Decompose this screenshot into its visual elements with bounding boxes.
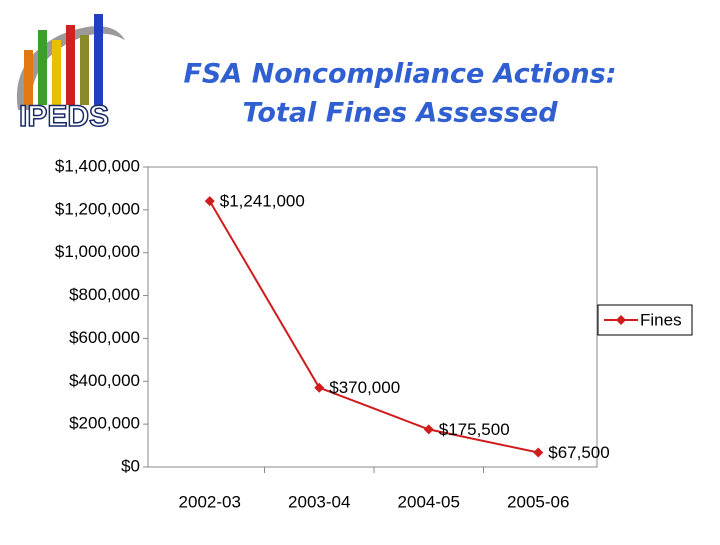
legend-marker xyxy=(616,315,626,325)
marker xyxy=(314,382,325,393)
y-tick-label: $400,000 xyxy=(69,371,140,390)
data-label: $370,000 xyxy=(329,378,400,397)
x-tick-label: 2005-06 xyxy=(507,492,569,511)
marker xyxy=(204,196,215,207)
logo-bar xyxy=(66,25,75,105)
y-tick-label: $600,000 xyxy=(69,328,140,347)
x-tick-label: 2002-03 xyxy=(179,492,241,511)
x-tick-label: 2003-04 xyxy=(288,492,350,511)
y-tick-label: $1,200,000 xyxy=(55,199,140,218)
data-label: $67,500 xyxy=(548,443,609,462)
y-tick-label: $1,400,000 xyxy=(55,156,140,175)
plot-frame xyxy=(147,166,598,468)
marker xyxy=(423,424,434,435)
x-tick-label: 2004-05 xyxy=(398,492,460,511)
data-label: $175,500 xyxy=(439,420,510,439)
marker xyxy=(533,447,544,458)
data-label: $1,241,000 xyxy=(220,192,305,211)
logo-bar xyxy=(24,50,33,105)
y-tick-label: $1,000,000 xyxy=(55,242,140,261)
logo-text: IPEDS xyxy=(19,100,109,133)
line xyxy=(208,200,539,454)
logo-bar xyxy=(38,30,47,105)
logo-bar xyxy=(80,35,89,105)
chart-title: FSA Noncompliance Actions: xyxy=(183,59,616,90)
y-tick-label: $200,000 xyxy=(69,414,140,433)
legend: Fines xyxy=(597,304,693,336)
legend-label: Fines xyxy=(640,310,682,329)
y-tick-label: $800,000 xyxy=(69,285,140,304)
chart-title: Total Fines Assessed xyxy=(242,98,558,129)
y-tick-label: $0 xyxy=(121,456,140,475)
logo-bar xyxy=(94,14,103,105)
logo-bar xyxy=(52,40,61,105)
logo: IPEDS xyxy=(16,14,125,134)
